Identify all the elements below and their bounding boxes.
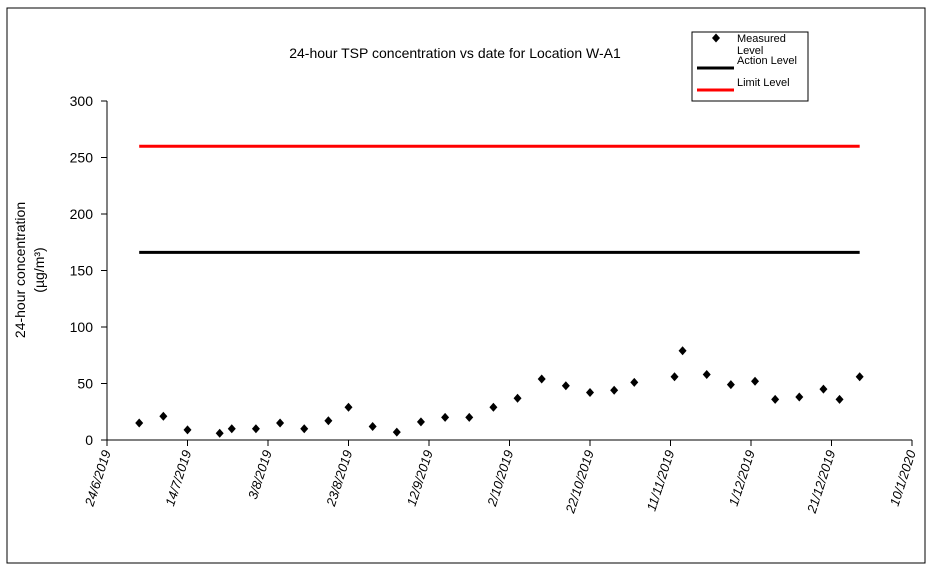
data-point [630,377,639,387]
data-point [368,421,377,431]
data-point [465,412,474,422]
data-point [251,424,260,434]
data-point [819,384,828,394]
data-point [227,424,236,434]
y-tick-label: 50 [77,376,93,392]
y-tick-label: 150 [70,263,94,279]
data-point [726,380,735,390]
data-point [416,417,425,427]
legend-label: Limit Level [737,77,790,89]
data-point [215,428,224,438]
y-tick-label: 300 [70,93,94,109]
data-point [392,427,401,437]
y-tick-label: 200 [70,206,94,222]
y-axis-label: (µg/m³) [31,247,47,292]
data-point [678,346,687,356]
data-point [670,372,679,382]
data-point [537,374,546,384]
data-point [489,402,498,412]
data-point [771,394,780,404]
data-point [835,394,844,404]
data-point [513,393,522,403]
y-axis-label: 24-hour concentration [12,202,28,338]
data-point [561,381,570,391]
data-point [159,411,168,421]
data-point [751,376,760,386]
legend-label: Measured Level [737,33,786,57]
data-point [344,402,353,412]
legend-swatch [712,33,720,43]
data-point [702,369,711,379]
y-tick-label: 250 [70,150,94,166]
data-point [135,418,144,428]
data-point [441,412,450,422]
data-point [183,425,192,435]
data-point [855,372,864,382]
data-point [795,392,804,402]
data-point [276,418,285,428]
chart-title: 24-hour TSP concentration vs date for Lo… [289,45,621,61]
y-tick-label: 0 [85,432,93,448]
data-point [300,424,309,434]
y-tick-label: 100 [70,319,94,335]
data-point [586,388,594,398]
data-point [324,416,333,426]
legend-label: Action Level [737,55,797,67]
data-point [610,385,619,395]
